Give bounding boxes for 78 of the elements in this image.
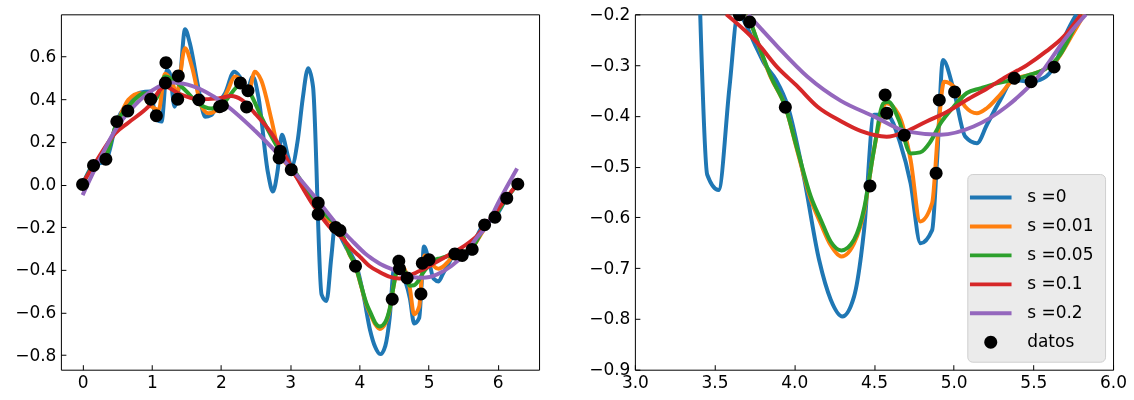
x-tick-label: 6.0 [1100, 372, 1128, 393]
x-tick-label: 1 [146, 372, 158, 393]
point [76, 178, 90, 192]
point [897, 128, 911, 142]
point [455, 249, 469, 263]
point [333, 223, 347, 237]
point [311, 207, 325, 221]
point [929, 166, 943, 180]
x-tick-label: 4.0 [781, 372, 809, 393]
point [880, 106, 894, 120]
point [393, 262, 406, 276]
point [171, 92, 185, 106]
point [233, 76, 247, 90]
point [284, 163, 298, 177]
y-tick-label: −0.7 [589, 257, 631, 278]
point [932, 93, 946, 107]
point [863, 179, 877, 193]
legend-label: s =0.2 [1027, 302, 1083, 323]
point [349, 259, 362, 273]
y-tick-label: −0.3 [589, 54, 631, 75]
point [878, 88, 892, 102]
point [311, 196, 325, 210]
y-tick-label: −0.6 [15, 302, 57, 323]
point [99, 152, 113, 166]
point [149, 109, 163, 123]
y-tick-label: −0.8 [589, 308, 631, 329]
point [478, 218, 492, 232]
point [465, 242, 479, 256]
point [1047, 60, 1061, 74]
legend-label: s =0.05 [1027, 244, 1094, 265]
x-tick-label: 5.0 [940, 372, 968, 393]
y-tick-label: −0.4 [589, 105, 631, 126]
y-tick-label: −0.2 [15, 216, 57, 237]
x-tick-label: 5.5 [1020, 372, 1048, 393]
x-tick-label: 6 [492, 372, 504, 393]
y-tick-label: −0.8 [15, 344, 57, 365]
y-tick-label: −0.4 [15, 259, 57, 280]
point [158, 76, 172, 90]
x-tick-label: 5 [423, 372, 435, 393]
x-tick-label: 0 [77, 372, 89, 393]
legend-label: s =0 [1027, 186, 1067, 207]
y-tick-label: −0.6 [589, 206, 631, 227]
point [240, 100, 254, 114]
y-tick-label: −0.5 [589, 156, 631, 177]
y-tick-label: −0.2 [589, 3, 631, 24]
x-tick-label: 4 [354, 372, 366, 393]
point [110, 115, 124, 129]
point [171, 69, 185, 83]
y-tick-label: 0.4 [29, 88, 57, 109]
point [948, 85, 962, 99]
point [778, 100, 792, 114]
y-tick-label: 0.0 [29, 174, 57, 195]
point [159, 56, 173, 70]
point [422, 253, 436, 267]
legend-label: datos [1027, 331, 1075, 352]
point [400, 271, 414, 285]
point [511, 177, 525, 191]
point [1024, 75, 1038, 89]
point [385, 292, 399, 306]
point [121, 104, 135, 118]
point [192, 93, 206, 107]
y-tick-label: 0.6 [29, 46, 57, 67]
x-tick-label: 3 [285, 372, 297, 393]
x-tick-label: 3.5 [701, 372, 729, 393]
point [488, 210, 502, 224]
legend-label: s =0.01 [1027, 215, 1094, 236]
point [414, 287, 428, 301]
point [1007, 71, 1021, 85]
point [500, 191, 514, 205]
point [241, 84, 255, 98]
y-tick-label: 0.2 [29, 131, 57, 152]
legend-label: s =0.1 [1027, 273, 1083, 294]
x-tick-label: 4.5 [860, 372, 888, 393]
point [273, 144, 287, 158]
point [144, 92, 158, 106]
x-tick-label: 2 [216, 372, 227, 393]
point [87, 159, 101, 173]
point [743, 15, 757, 29]
